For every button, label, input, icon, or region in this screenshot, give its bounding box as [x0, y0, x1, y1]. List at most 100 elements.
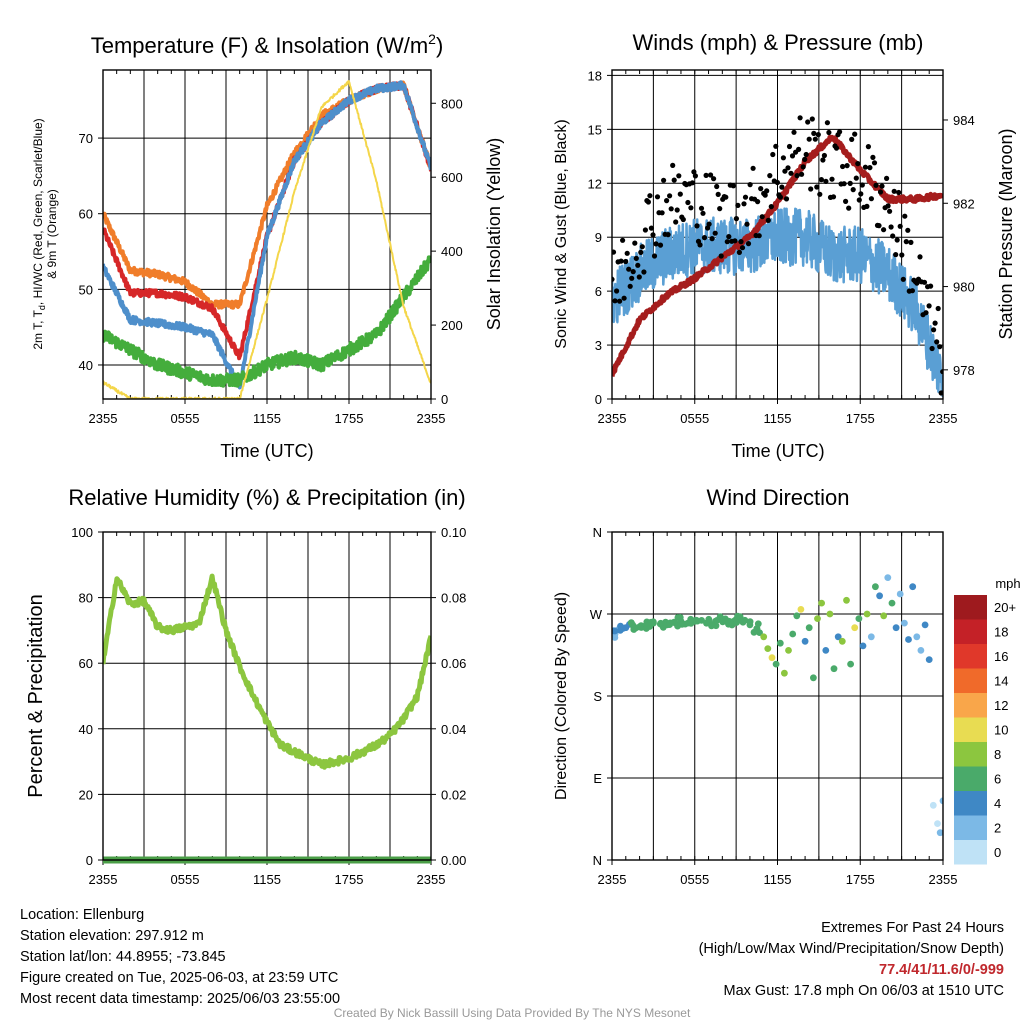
temp-series-blue	[103, 80, 431, 390]
info-location: Location: Ellenburg	[20, 907, 145, 923]
gust-point	[701, 235, 708, 241]
wind-direction-panel: 2355 0555 1155 1755 2355 N E S W N Wind Direction D…	[553, 485, 1021, 887]
wind-direction-point	[921, 621, 929, 629]
gust-point	[829, 176, 835, 182]
gust-point	[826, 129, 832, 136]
gust-point	[788, 170, 794, 176]
y-tick-label: 40	[79, 722, 93, 737]
gust-point	[647, 193, 653, 199]
gust-point	[671, 177, 677, 183]
gust-point	[712, 230, 718, 236]
wind-direction-point	[760, 633, 768, 641]
colorbar-swatch	[954, 742, 987, 767]
gust-point	[618, 258, 624, 264]
wind-direction-point	[649, 618, 657, 626]
gust-point	[724, 239, 730, 245]
station-info: Location: Ellenburg Station elevation: 2…	[20, 905, 340, 1010]
gust-point	[665, 232, 671, 238]
plot-frame	[611, 531, 944, 861]
colorbar-swatch	[954, 644, 987, 669]
gust-point	[868, 196, 875, 202]
gust-point	[890, 233, 896, 239]
gust-point	[700, 210, 706, 216]
wind-direction-point	[838, 637, 846, 645]
gust-point	[859, 182, 865, 188]
colorbar-label: 20+	[994, 600, 1016, 615]
gust-point	[888, 224, 894, 230]
gust-point	[718, 253, 724, 259]
gust-point	[614, 288, 620, 294]
y2-tick-label: 978	[953, 363, 975, 378]
gust-point	[762, 192, 768, 198]
gust-point	[862, 164, 869, 170]
y-tick-label: 0	[86, 853, 93, 868]
gust-point	[841, 181, 847, 187]
wind-direction-point	[708, 622, 715, 630]
gust-point	[926, 303, 932, 309]
wind-direction-point	[830, 665, 838, 673]
gust-point	[806, 136, 812, 142]
gust-point	[837, 129, 843, 135]
wind-direction-point	[781, 669, 788, 677]
gust-point	[887, 208, 893, 214]
gust-point	[667, 193, 673, 199]
gust-point	[735, 202, 741, 208]
wind-direction-point	[934, 820, 941, 827]
wind-direction-point	[772, 660, 780, 668]
gust-point	[780, 155, 787, 161]
x-tick-label: 2355	[89, 872, 118, 887]
gust-point	[698, 205, 705, 211]
gust-point	[638, 249, 644, 255]
colorbar-label: 4	[994, 796, 1001, 811]
x-tick-label: 1155	[764, 411, 792, 426]
gust-point	[803, 151, 809, 158]
gust-point	[697, 242, 703, 248]
y-axis-label: Direction (Colored By Speed)	[553, 592, 570, 800]
gust-point	[639, 244, 645, 250]
y-tick-label: 12	[588, 176, 602, 191]
wind-direction-point	[750, 628, 758, 636]
gust-point	[620, 237, 626, 243]
y-tick-label: 9	[595, 230, 602, 245]
gust-point	[884, 175, 890, 181]
wind-direction-point	[896, 590, 904, 598]
gust-point	[668, 206, 674, 212]
gust-point	[738, 239, 744, 245]
gust-point	[624, 250, 630, 256]
gust-point	[853, 175, 859, 181]
colorbar-label: 6	[994, 772, 1001, 787]
gust-point	[891, 188, 897, 194]
gust-point	[627, 283, 633, 289]
gust-point	[653, 241, 659, 247]
gust-point	[864, 203, 870, 209]
colorbar-title: mph	[995, 576, 1020, 591]
gust-point	[885, 203, 891, 209]
y-tick-label: 0	[595, 392, 602, 407]
x-tick-label: 1755	[846, 411, 875, 426]
wind-direction-point	[855, 615, 863, 622]
x-tick-label: 2355	[598, 411, 627, 426]
wind-direction-point	[872, 583, 879, 591]
station-pressure-line	[612, 134, 943, 377]
y-tick-label: W	[590, 607, 603, 622]
wind-direction-point	[756, 629, 763, 636]
colorbar-swatch	[954, 595, 987, 620]
colorbar-label: 18	[994, 625, 1008, 640]
gust-point	[768, 204, 774, 210]
colorbar-label: 12	[994, 698, 1008, 713]
gust-point	[741, 201, 747, 207]
gust-point	[730, 183, 737, 189]
gust-point	[820, 157, 826, 163]
x-tick-label: 2355	[89, 411, 118, 426]
gust-point	[680, 216, 686, 223]
colorbar-swatch	[954, 717, 987, 742]
wind-direction-point	[901, 619, 908, 627]
gust-point	[923, 310, 929, 316]
y-tick-label: 100	[71, 525, 93, 540]
panel-title: Temperature (F) & Insolation (W/m2)	[91, 31, 444, 58]
gust-point	[849, 136, 855, 142]
gust-point	[870, 154, 876, 160]
wind-direction-point	[764, 645, 772, 652]
wind-direction-point	[834, 633, 842, 641]
info-created: Figure created on Tue, 2025-06-03, at 23…	[20, 970, 339, 986]
